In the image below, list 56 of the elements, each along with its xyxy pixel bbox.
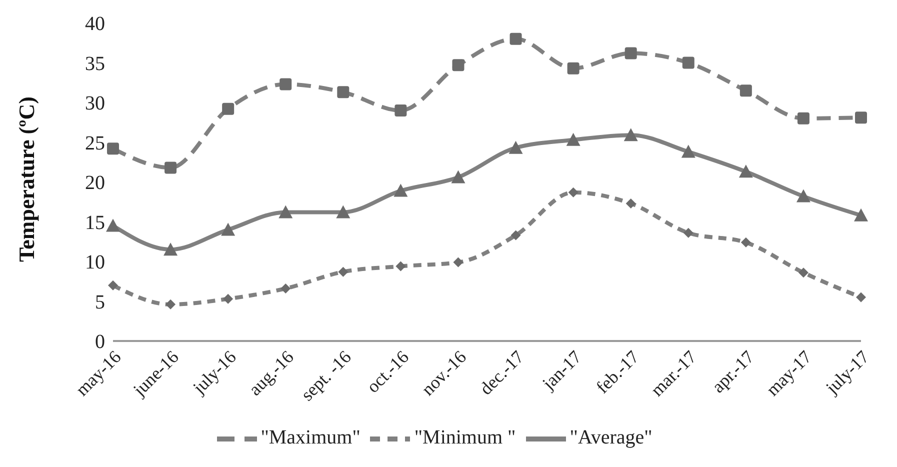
point	[278, 205, 293, 218]
point	[796, 189, 810, 202]
y-tick-label: 40	[85, 13, 105, 36]
point	[681, 144, 696, 158]
point	[855, 112, 867, 124]
point	[740, 237, 751, 248]
point	[566, 132, 580, 146]
point	[567, 62, 580, 74]
point	[453, 257, 464, 268]
point	[740, 84, 752, 97]
point	[396, 261, 406, 272]
point	[394, 104, 407, 116]
point	[336, 205, 350, 218]
y-axis-title: Temperature (ºC)	[14, 96, 39, 262]
point	[107, 142, 119, 155]
point	[166, 299, 176, 310]
point	[164, 162, 177, 174]
point	[624, 128, 638, 142]
point	[624, 47, 637, 60]
point	[798, 268, 808, 278]
y-tick-label: 20	[85, 172, 105, 194]
point	[452, 59, 464, 72]
point	[280, 284, 291, 294]
point	[280, 78, 292, 90]
legend-label: "Minimum "	[414, 426, 516, 449]
point	[106, 218, 120, 232]
point	[856, 292, 866, 302]
point	[508, 140, 523, 154]
point	[221, 222, 236, 236]
point	[108, 280, 118, 290]
point	[222, 102, 234, 115]
point	[510, 230, 521, 240]
y-tick-label: 30	[85, 92, 105, 115]
point	[451, 170, 466, 184]
point	[338, 266, 348, 277]
point	[854, 208, 868, 222]
point	[337, 86, 350, 98]
y-tick-label: 10	[85, 252, 105, 274]
point	[223, 294, 234, 304]
point	[394, 184, 408, 197]
point	[510, 32, 522, 45]
y-tick-label: 25	[85, 132, 105, 154]
x-tick-label: sept. -16	[297, 346, 356, 405]
y-tick-label: 15	[85, 212, 105, 234]
y-tick-label: 5	[95, 291, 105, 314]
point	[738, 164, 753, 178]
legend-label: "Maximum"	[260, 426, 360, 449]
point	[626, 198, 636, 208]
legend-label: "Average"	[570, 426, 652, 449]
point	[683, 228, 694, 238]
y-tick-label: 0	[95, 331, 105, 354]
point	[797, 112, 810, 124]
point	[682, 56, 694, 69]
point	[164, 242, 178, 256]
y-tick-label: 35	[85, 52, 105, 75]
point	[568, 187, 578, 198]
